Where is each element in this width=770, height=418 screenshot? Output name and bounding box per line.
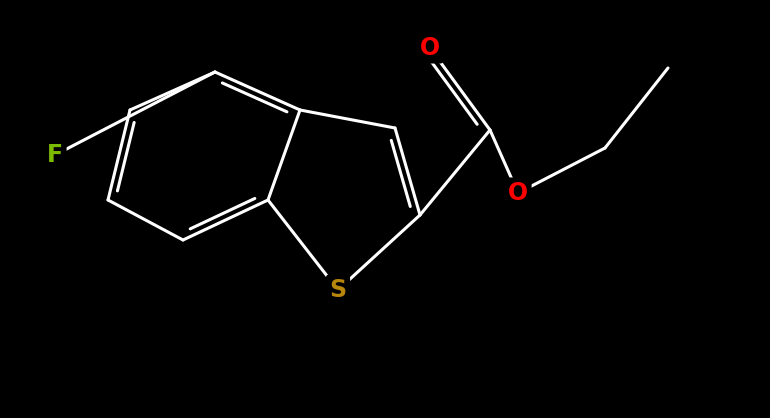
Text: O: O (508, 181, 528, 205)
Text: F: F (47, 143, 63, 167)
Text: S: S (330, 278, 346, 302)
Text: O: O (420, 36, 440, 60)
